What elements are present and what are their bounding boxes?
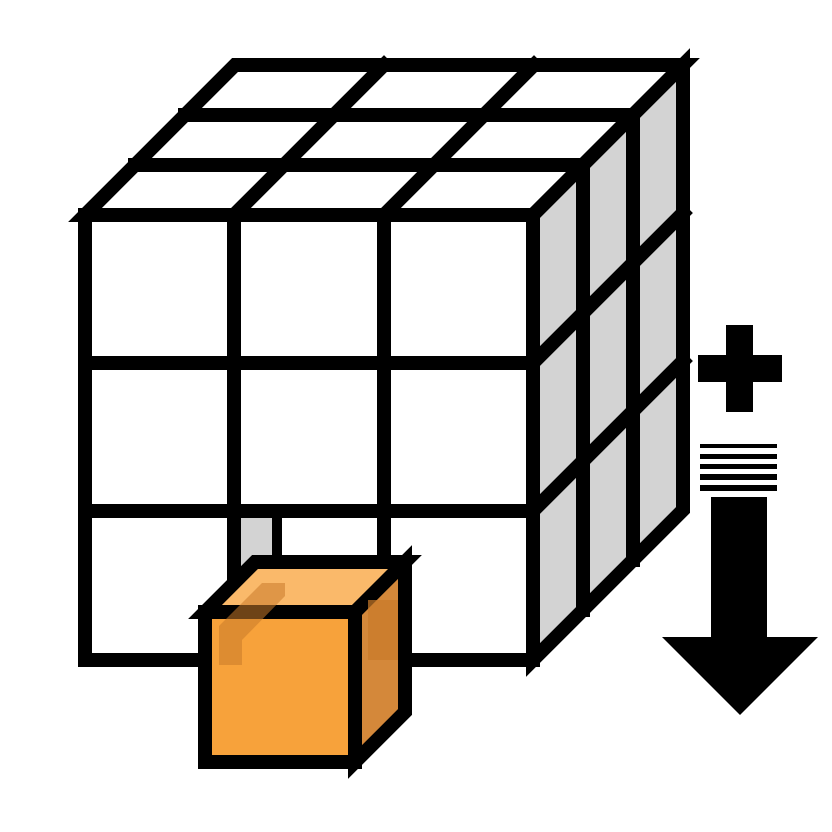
top-grid-line (374, 55, 544, 225)
arrow-head (662, 637, 818, 715)
top-grid-line (224, 55, 394, 225)
voxel-shadow (368, 600, 398, 660)
speed-line (700, 454, 777, 459)
arrow-shaft (711, 497, 767, 637)
speed-line (700, 444, 777, 448)
new-voxel-icon (188, 545, 422, 779)
side-grid-line (523, 351, 693, 521)
speed-line (700, 485, 777, 491)
voxel-shadow (219, 583, 285, 665)
speed-line (700, 464, 777, 469)
down-arrow-icon (662, 444, 818, 715)
speed-line (700, 474, 777, 480)
side-grid-line (523, 203, 693, 373)
plus-icon (698, 325, 782, 412)
